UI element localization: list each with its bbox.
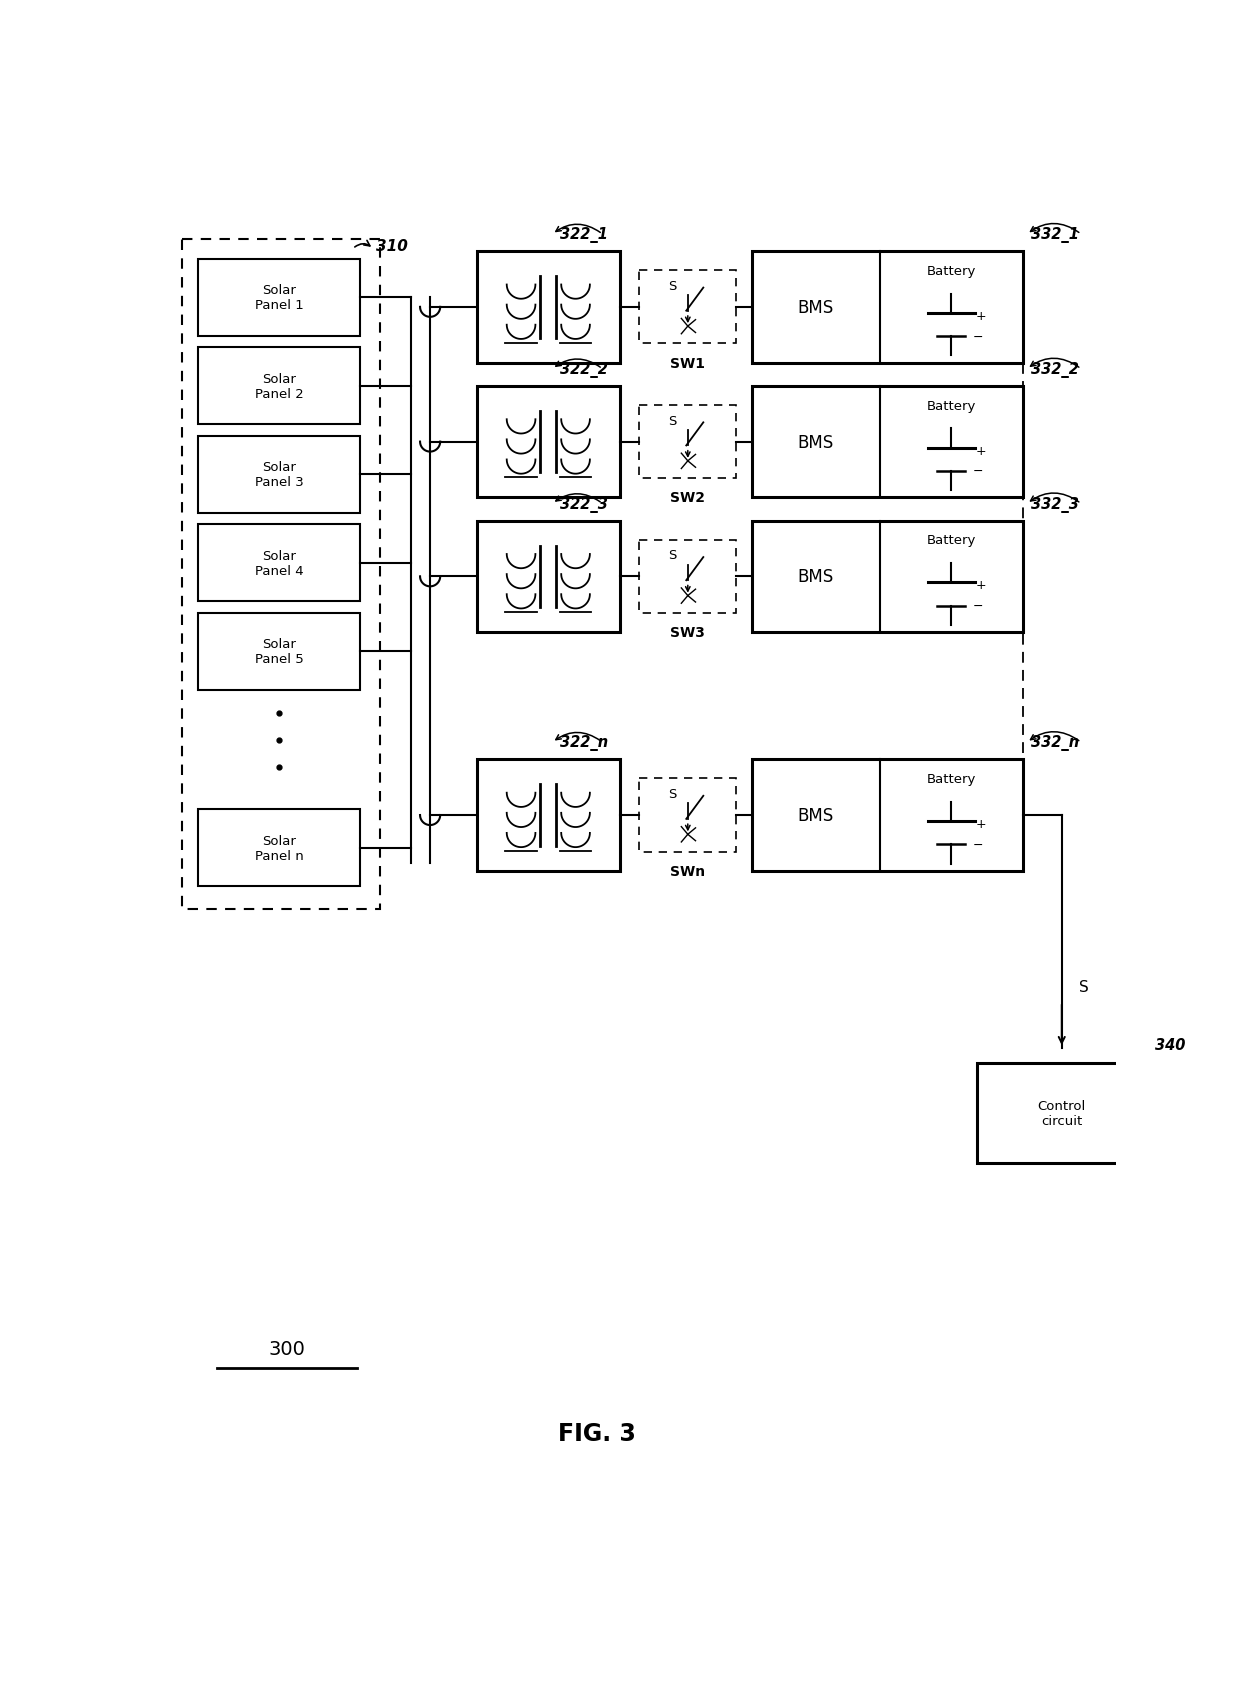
- Text: Battery: Battery: [926, 533, 976, 547]
- Polygon shape: [197, 348, 361, 426]
- Text: +: +: [976, 444, 986, 458]
- Text: BMS: BMS: [797, 299, 833, 316]
- Polygon shape: [640, 779, 737, 853]
- Text: 322_3: 322_3: [560, 496, 608, 513]
- Text: 332_3: 332_3: [1030, 496, 1079, 513]
- Polygon shape: [476, 760, 620, 871]
- Text: +: +: [976, 817, 986, 831]
- Polygon shape: [751, 387, 1023, 498]
- Polygon shape: [197, 614, 361, 691]
- Text: S: S: [1079, 979, 1089, 994]
- Text: Battery: Battery: [926, 399, 976, 412]
- Text: Solar
Panel 4: Solar Panel 4: [254, 550, 304, 577]
- Text: Battery: Battery: [926, 264, 976, 278]
- Polygon shape: [751, 252, 1023, 363]
- Text: −: −: [973, 600, 983, 612]
- Text: −: −: [973, 838, 983, 851]
- Text: S: S: [668, 548, 677, 562]
- Text: SW3: SW3: [671, 626, 706, 639]
- Text: Solar
Panel n: Solar Panel n: [254, 834, 304, 863]
- Text: Solar
Panel 1: Solar Panel 1: [254, 284, 304, 313]
- Text: 322_n: 322_n: [560, 735, 608, 750]
- Text: Solar
Panel 5: Solar Panel 5: [254, 637, 304, 666]
- Polygon shape: [640, 540, 737, 614]
- Text: 322_2: 322_2: [560, 362, 608, 377]
- Polygon shape: [640, 271, 737, 345]
- Polygon shape: [476, 252, 620, 363]
- Polygon shape: [476, 387, 620, 498]
- Text: BMS: BMS: [797, 807, 833, 824]
- Text: −: −: [973, 330, 983, 343]
- Text: 332_2: 332_2: [1030, 362, 1079, 377]
- Text: Control
circuit: Control circuit: [1038, 1100, 1086, 1127]
- Text: Solar
Panel 2: Solar Panel 2: [254, 372, 304, 400]
- Text: +: +: [976, 579, 986, 592]
- Text: S: S: [668, 787, 677, 801]
- Polygon shape: [751, 521, 1023, 632]
- Text: Solar
Panel 3: Solar Panel 3: [254, 461, 304, 489]
- Text: S: S: [668, 414, 677, 427]
- Text: 332_1: 332_1: [1030, 227, 1079, 242]
- Text: Battery: Battery: [926, 772, 976, 785]
- Text: 332_n: 332_n: [1030, 735, 1079, 750]
- Text: BMS: BMS: [797, 569, 833, 585]
- Polygon shape: [751, 760, 1023, 871]
- Polygon shape: [197, 809, 361, 886]
- Polygon shape: [977, 1063, 1147, 1164]
- Text: SW2: SW2: [671, 491, 706, 505]
- Polygon shape: [197, 525, 361, 602]
- Polygon shape: [476, 521, 620, 632]
- Text: SW1: SW1: [671, 357, 706, 370]
- Text: +: +: [976, 309, 986, 323]
- Text: FIG. 3: FIG. 3: [558, 1421, 636, 1445]
- Text: 340: 340: [1154, 1038, 1185, 1051]
- Polygon shape: [182, 241, 379, 910]
- Text: SWn: SWn: [671, 865, 706, 878]
- Text: 300: 300: [268, 1339, 305, 1357]
- Polygon shape: [640, 405, 737, 479]
- Polygon shape: [197, 259, 361, 336]
- Text: BMS: BMS: [797, 434, 833, 451]
- Text: 322_1: 322_1: [560, 227, 608, 242]
- Polygon shape: [197, 437, 361, 513]
- Text: 310: 310: [376, 239, 408, 254]
- Text: −: −: [973, 464, 983, 478]
- Text: S: S: [668, 279, 677, 293]
